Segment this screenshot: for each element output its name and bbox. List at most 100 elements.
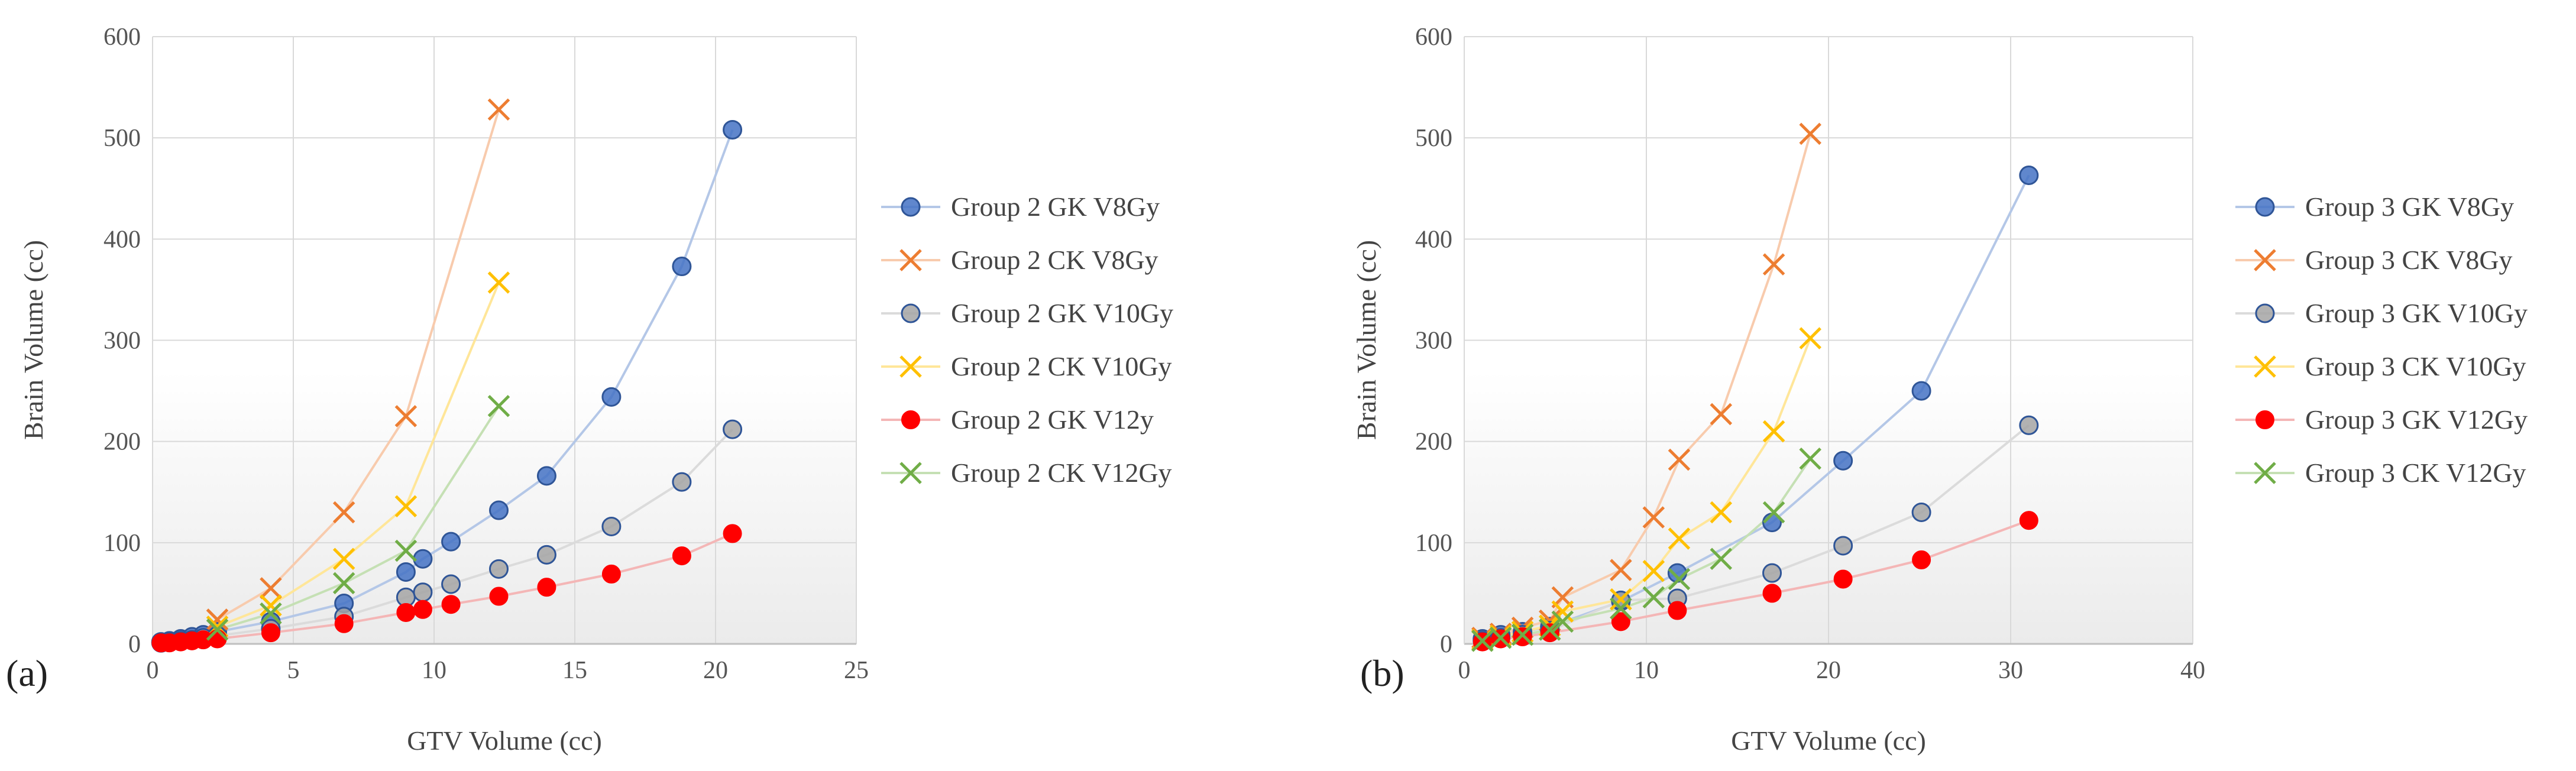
x-tick-label: 40 bbox=[2180, 657, 2205, 684]
legend-label: Group 3 GK V8Gy bbox=[2305, 192, 2514, 222]
data-point bbox=[1762, 253, 1785, 276]
data-point bbox=[332, 501, 355, 524]
legend-marker bbox=[2255, 303, 2275, 323]
data-point bbox=[1668, 568, 1691, 591]
y-axis-title: Brain Volume (cc) bbox=[18, 240, 48, 440]
legend-label: Group 3 CK V12Gy bbox=[2305, 458, 2526, 488]
chart-panel-b: 0 100 200 300 400 500 600 0 10 20 30 40 GTV Volume … bbox=[1351, 24, 2528, 756]
data-point bbox=[2019, 511, 2038, 530]
data-point bbox=[2019, 165, 2039, 185]
data-point bbox=[441, 532, 461, 552]
panel-label-a: (a) bbox=[6, 652, 48, 694]
data-point bbox=[536, 466, 556, 486]
data-point bbox=[413, 549, 433, 569]
data-point bbox=[1710, 403, 1733, 426]
data-point bbox=[1799, 122, 1821, 145]
data-point bbox=[1911, 502, 1931, 522]
x-tick-label: 5 bbox=[287, 657, 300, 684]
y-tick-label: 600 bbox=[103, 24, 141, 51]
data-point bbox=[1511, 623, 1534, 646]
x-tick-label: 0 bbox=[147, 657, 159, 684]
data-point bbox=[1799, 447, 1821, 470]
legend-item: Group 3 CK V12Gy bbox=[2235, 458, 2526, 488]
legend-item: Group 2 CK V8Gy bbox=[881, 245, 1158, 275]
gridlines bbox=[153, 36, 857, 644]
data-point bbox=[413, 600, 432, 619]
x-axis-title: GTV Volume (cc) bbox=[1731, 725, 1926, 756]
legend-marker bbox=[899, 355, 922, 378]
legend-marker bbox=[899, 462, 922, 484]
y-tick-label: 500 bbox=[103, 125, 141, 152]
data-point bbox=[537, 578, 556, 597]
legend-item: Group 3 GK V10Gy bbox=[2235, 298, 2528, 328]
data-point bbox=[1799, 327, 1821, 349]
y-tick-label: 400 bbox=[1415, 226, 1452, 253]
data-point bbox=[394, 539, 418, 562]
legend-marker bbox=[2254, 249, 2276, 271]
legend-label: Group 2 CK V10Gy bbox=[951, 351, 1172, 381]
x-tick-label: 10 bbox=[422, 657, 446, 684]
x-tick-label: 20 bbox=[703, 657, 728, 684]
legend-label: Group 3 CK V10Gy bbox=[2305, 351, 2526, 381]
legend-item: Group 3 GK V8Gy bbox=[2235, 192, 2514, 222]
data-point bbox=[672, 472, 692, 492]
data-point bbox=[601, 387, 622, 407]
data-point bbox=[332, 572, 355, 595]
x-tick-label: 25 bbox=[844, 657, 869, 684]
data-point bbox=[1610, 588, 1632, 611]
data-point bbox=[1610, 597, 1632, 620]
data-point bbox=[1911, 381, 1931, 401]
legend-marker bbox=[2254, 355, 2276, 378]
data-point bbox=[334, 614, 354, 633]
y-tick-label: 200 bbox=[103, 429, 141, 456]
data-point bbox=[394, 495, 418, 517]
legend-label: Group 3 GK V10Gy bbox=[2305, 298, 2528, 328]
legend-marker bbox=[2254, 462, 2276, 484]
data-point bbox=[672, 546, 691, 566]
x-tick-label: 20 bbox=[1816, 657, 1841, 684]
data-point bbox=[1710, 548, 1733, 570]
data-point bbox=[723, 524, 742, 543]
legend-marker bbox=[901, 303, 921, 323]
data-point bbox=[396, 602, 416, 622]
y-tick-label: 300 bbox=[103, 328, 141, 355]
y-axis-title: Brain Volume (cc) bbox=[1351, 240, 1381, 440]
legend-item: Group 3 CK V10Gy bbox=[2235, 351, 2526, 381]
legend-label: Group 2 CK V12Gy bbox=[951, 458, 1172, 488]
series-markers bbox=[151, 98, 743, 653]
y-tick-label: 0 bbox=[1440, 631, 1452, 658]
data-point bbox=[260, 594, 282, 617]
data-point bbox=[723, 119, 743, 140]
data-point bbox=[1762, 584, 1782, 603]
y-tick-label: 400 bbox=[103, 226, 141, 253]
legend-item: Group 2 GK V12y bbox=[881, 404, 1154, 435]
legend: Group 3 GK V8Gy Group 3 CK V8Gy Group 3 GK… bbox=[2235, 192, 2528, 488]
data-point bbox=[1551, 610, 1574, 633]
legend-marker bbox=[899, 249, 922, 271]
legend-marker bbox=[2255, 197, 2275, 217]
legend-label: Group 2 GK V12y bbox=[951, 404, 1154, 435]
legend-marker bbox=[901, 197, 921, 217]
data-point bbox=[260, 602, 282, 625]
data-point bbox=[1762, 501, 1785, 524]
data-point bbox=[1912, 550, 1931, 569]
data-point bbox=[1762, 563, 1782, 583]
axes bbox=[152, 37, 856, 645]
chart-panel-a: 0 100 200 300 400 500 600 0 5 10 15 20 25 GTV Volume… bbox=[6, 24, 1173, 756]
x-tick-label: 15 bbox=[562, 657, 587, 684]
y-tick-label: 100 bbox=[1415, 530, 1452, 557]
data-point bbox=[1668, 601, 1687, 620]
tick-labels: 0 100 200 300 400 500 600 0 10 20 30 40 bbox=[1415, 24, 2205, 684]
y-tick-label: 100 bbox=[103, 530, 141, 557]
data-point bbox=[601, 564, 621, 584]
y-tick-label: 0 bbox=[128, 631, 141, 658]
data-point bbox=[488, 500, 509, 520]
data-point bbox=[672, 257, 692, 277]
data-point bbox=[1668, 448, 1691, 471]
data-point bbox=[1551, 600, 1574, 623]
x-tick-label: 30 bbox=[1998, 657, 2023, 684]
axes bbox=[1464, 37, 2193, 645]
series-markers bbox=[1471, 122, 2039, 652]
legend-item: Group 2 GK V10Gy bbox=[881, 298, 1173, 328]
